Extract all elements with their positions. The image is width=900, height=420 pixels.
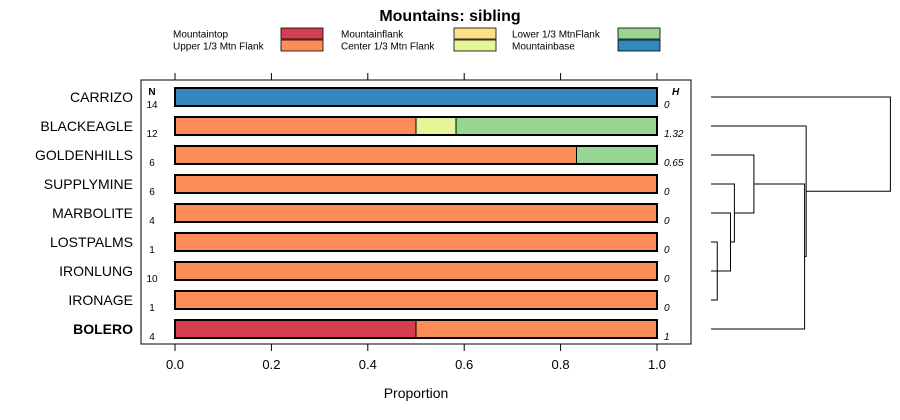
bar-bolero-upper-1-3-mtn-flank [415, 319, 658, 339]
h-value-supplymine: 0 [664, 187, 670, 198]
row-label-supplymine: SUPPLYMINE [44, 176, 133, 192]
row-label-goldenhills: GOLDENHILLS [35, 147, 133, 163]
n-value-bolero: 4 [149, 332, 155, 343]
row-label-blackeagle: BLACKEAGLE [40, 118, 133, 134]
bar-lostpalms-upper-1-3-mtn-flank [174, 232, 658, 252]
dendrogram-link-5 [711, 183, 806, 330]
row-label-carrizo: CARRIZO [70, 89, 133, 105]
n-value-goldenhills: 6 [149, 158, 155, 169]
plot-frame [140, 79, 692, 345]
h-value-blackeagle: 1.32 [664, 129, 684, 140]
bar-outline-ironage [174, 290, 658, 310]
h-column-header: H [672, 87, 680, 98]
bar-outline-blackeagle [174, 116, 658, 136]
bar-goldenhills-lower-1-3-mtnflank [576, 145, 658, 165]
n-column-header: N [148, 87, 155, 98]
row-label-ironlung: IRONLUNG [59, 263, 133, 279]
n-value-ironlung: 10 [146, 274, 158, 285]
bar-bolero-mountaintop [174, 319, 417, 339]
row-label-bolero: BOLERO [73, 321, 133, 337]
bar-carrizo-mountainbase [174, 87, 658, 107]
legend-label-upper-1-3-mtn-flank: Upper 1/3 Mtn Flank [173, 42, 265, 53]
bar-blackeagle-lower-1-3-mtnflank [455, 116, 658, 136]
legend-swatch-lower-1-3-mtnflank [617, 27, 661, 40]
bar-marbolite-upper-1-3-mtn-flank [174, 203, 658, 223]
bar-blackeagle-center-1-3-mtn-flank [415, 116, 457, 136]
legend-label-mountainbase: Mountainbase [512, 42, 575, 53]
bar-supplymine-upper-1-3-mtn-flank [174, 174, 658, 194]
legend-swatch-mountaintop [280, 27, 324, 40]
h-value-lostpalms: 0 [664, 245, 670, 256]
bar-outline-lostpalms [174, 232, 658, 252]
x-tick-label-3: 0.6 [455, 357, 473, 372]
bar-outline-carrizo [174, 87, 658, 107]
chart-title: Mountains: sibling [379, 8, 520, 25]
legend-swatch-mountainflank [453, 27, 497, 40]
legend-label-lower-1-3-mtnflank: Lower 1/3 MtnFlank [512, 30, 601, 41]
h-value-ironlung: 0 [664, 274, 670, 285]
row-label-lostpalms: LOSTPALMS [50, 234, 133, 250]
h-value-ironage: 0 [664, 303, 670, 314]
x-tick-label-1: 0.2 [262, 357, 280, 372]
bar-outline-goldenhills [174, 145, 658, 165]
x-axis-title: Proportion [384, 385, 449, 401]
bar-outline-supplymine [174, 174, 658, 194]
x-tick-label-2: 0.4 [359, 357, 377, 372]
bar-ironlung-upper-1-3-mtn-flank [174, 261, 658, 281]
x-axis: 0.0 0.2 0.4 0.6 0.8 1.0 [166, 73, 666, 372]
legend-swatch-mountainbase [617, 39, 661, 52]
dendrogram-link-7 [711, 96, 891, 192]
n-value-lostpalms: 1 [149, 245, 155, 256]
dendrogram-link-6 [711, 125, 807, 257]
legend-swatch-upper-1-3-mtn-flank [280, 39, 324, 52]
n-value-blackeagle: 12 [146, 129, 158, 140]
x-tick-label-4: 0.8 [552, 357, 570, 372]
bar-blackeagle-upper-1-3-mtn-flank [174, 116, 417, 136]
n-value-ironage: 1 [149, 303, 155, 314]
x-tick-label-5: 1.0 [648, 357, 666, 372]
legend-label-mountaintop: Mountaintop [173, 30, 228, 41]
bar-outline-bolero [174, 319, 658, 339]
n-value-carrizo: 14 [146, 100, 158, 111]
legend-label-center-1-3-mtn-flank: Center 1/3 Mtn Flank [341, 42, 435, 53]
n-value-supplymine: 6 [149, 187, 155, 198]
row-label-ironage: IRONAGE [68, 292, 133, 308]
bar-goldenhills-upper-1-3-mtn-flank [174, 145, 578, 165]
h-value-bolero: 1 [664, 332, 670, 343]
dendrogram [711, 96, 891, 330]
h-value-marbolite: 0 [664, 216, 670, 227]
bar-ironage-upper-1-3-mtn-flank [174, 290, 658, 310]
row-label-marbolite: MARBOLITE [52, 205, 133, 221]
n-value-marbolite: 4 [149, 216, 155, 227]
h-value-carrizo: 0 [664, 100, 670, 111]
x-tick-label-0: 0.0 [166, 357, 184, 372]
h-value-goldenhills: 0.65 [664, 158, 684, 169]
bar-outline-ironlung [174, 261, 658, 281]
legend-label-mountainflank: Mountainflank [341, 30, 404, 41]
legend-swatch-center-1-3-mtn-flank [453, 39, 497, 52]
bar-outline-marbolite [174, 203, 658, 223]
